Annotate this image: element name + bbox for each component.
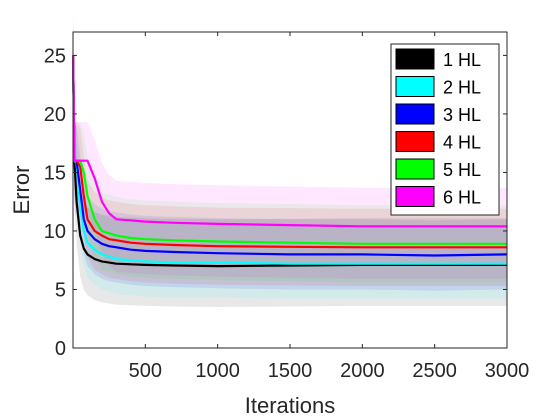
y-tick-label: 5 xyxy=(55,279,66,301)
line-series-6 xyxy=(72,55,507,228)
legend: 1 HL 2 HL 3 HL 4 HL 5 HL 6 HL xyxy=(390,43,500,216)
x-tick-label: 3000 xyxy=(485,360,530,382)
line-series-2 xyxy=(72,55,507,265)
line-series-4 xyxy=(72,55,507,249)
legend-label-6: 6 HL xyxy=(443,188,481,208)
x-tick-label: 1000 xyxy=(195,360,240,382)
legend-label-5: 5 HL xyxy=(443,160,481,180)
y-tick-label: 15 xyxy=(44,162,66,184)
legend-swatch-3 xyxy=(395,103,435,125)
legend-swatch-6 xyxy=(395,186,435,207)
y-tick-label: 10 xyxy=(44,221,66,243)
legend-label-4: 4 HL xyxy=(443,133,481,153)
y-axis: 0 5 10 15 20 25 xyxy=(44,45,507,360)
y-axis-label: Error xyxy=(9,166,34,215)
series-lines xyxy=(72,55,508,268)
legend-label-2: 2 HL xyxy=(443,78,481,98)
x-tick-label: 2500 xyxy=(412,360,457,382)
band-series-4 xyxy=(73,16,507,287)
line-series-3 xyxy=(72,55,508,257)
x-tick-label: 1500 xyxy=(268,360,313,382)
legend-swatch-5 xyxy=(395,158,435,180)
band-series-1 xyxy=(73,8,507,307)
y-tick-label: 0 xyxy=(55,338,66,360)
legend-label-1: 1 HL xyxy=(443,50,481,70)
band-series-2 xyxy=(73,16,507,299)
legend-swatch-1 xyxy=(395,48,435,70)
y-tick-label: 20 xyxy=(44,104,66,126)
line-series-1 xyxy=(72,55,507,268)
x-axis-label: Iterations xyxy=(245,393,336,418)
legend-label-3: 3 HL xyxy=(443,105,481,125)
x-axis: 500 1000 1500 2000 2500 3000 xyxy=(129,32,530,382)
band-series-5 xyxy=(73,16,507,283)
x-tick-label: 2000 xyxy=(340,360,385,382)
legend-swatch-4 xyxy=(395,131,435,152)
legend-swatch-2 xyxy=(395,76,435,97)
x-tick-label: 500 xyxy=(129,360,162,382)
y-tick-label: 25 xyxy=(44,45,66,67)
